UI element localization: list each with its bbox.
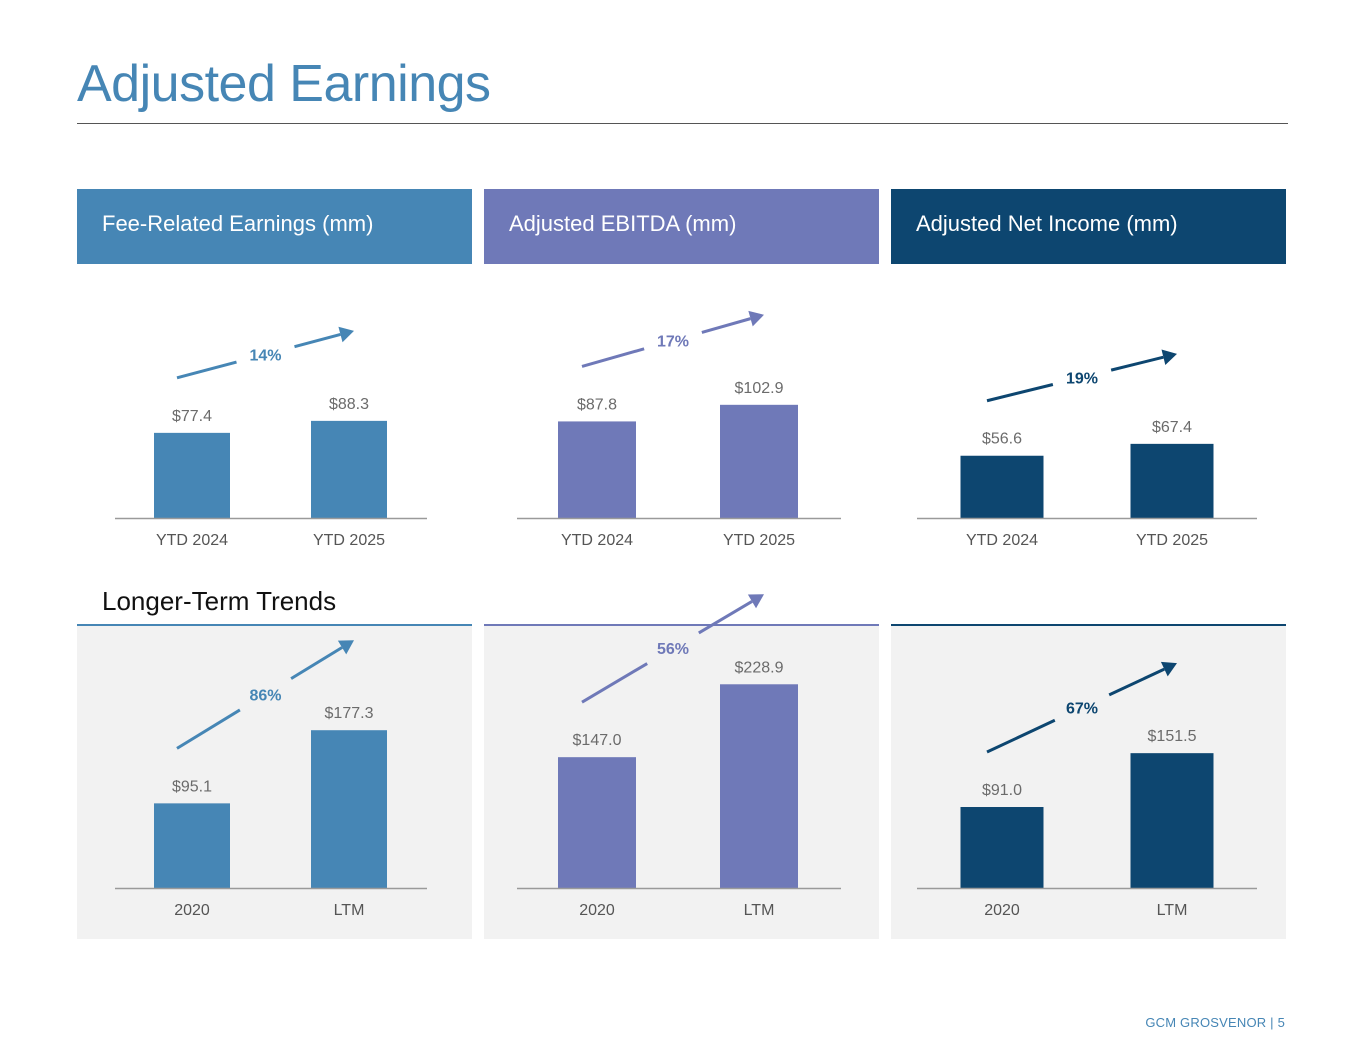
- chart-ebitda-trend: $147.0 2020 $228.9 LTM 56%: [517, 594, 841, 919]
- chart-net-income-ytd: $56.6 YTD 2024 $67.4 YTD 2025 19%: [917, 349, 1257, 549]
- chart-ebitda-trend-bar-0: [558, 757, 636, 888]
- chart-net-income-trend-growth-label: 67%: [1066, 701, 1098, 718]
- chart-net-income-ytd-growth-arrow-tail: [986, 383, 1054, 403]
- chart-fre-trend-bar-0: [154, 803, 230, 888]
- chart-ebitda-trend-category-label-1: LTM: [744, 902, 775, 919]
- chart-fre-trend-value-label-1: $177.3: [325, 705, 374, 722]
- chart-fre-ytd-growth-arrow-shaft: [294, 333, 341, 349]
- chart-ebitda-ytd-growth-arrow-shaft: [701, 317, 751, 334]
- chart-ebitda-trend-value-label-1: $228.9: [735, 659, 784, 676]
- header-adjusted-ebitda: Adjusted EBITDA (mm): [484, 189, 879, 264]
- page-title: Adjusted Earnings: [77, 55, 491, 113]
- chart-fre-ytd-bar-0: [154, 432, 230, 518]
- chart-fre-trend: $95.1 2020 $177.3 LTM 86%: [115, 640, 427, 919]
- chart-net-income-ytd-value-label-0: $56.6: [982, 431, 1022, 448]
- chart-ebitda-ytd-value-label-1: $102.9: [735, 380, 784, 397]
- chart-ebitda-ytd-value-label-0: $87.8: [577, 396, 617, 413]
- trend-rule-ebitda: [484, 624, 879, 626]
- chart-fre-ytd-bar-1: [311, 420, 387, 518]
- chart-net-income-ytd-growth-arrow-shaft: [1110, 355, 1164, 372]
- chart-fre-trend-growth-label: 86%: [249, 687, 281, 704]
- chart-net-income-trend-value-label-0: $91.0: [982, 782, 1022, 799]
- trend-rule-fee-related: [77, 624, 472, 626]
- chart-ebitda-ytd-growth-arrow-head: [748, 310, 764, 327]
- chart-net-income-ytd-bar-0: [960, 455, 1044, 518]
- chart-ebitda-ytd-category-label-1: YTD 2025: [723, 532, 795, 549]
- chart-net-income-trend-growth-arrow-head: [1160, 661, 1177, 677]
- chart-net-income-ytd-growth-arrow-head: [1161, 349, 1177, 365]
- chart-fre-ytd-value-label-1: $88.3: [329, 396, 369, 413]
- chart-ebitda-trend-value-label-0: $147.0: [573, 732, 622, 749]
- title-divider: [77, 123, 1288, 124]
- chart-fre-trend-value-label-0: $95.1: [172, 778, 212, 795]
- trend-panel-net-income: [891, 624, 1286, 939]
- chart-ebitda-trend-growth-arrow-shaft: [698, 600, 753, 635]
- chart-ebitda-trend-growth-label: 56%: [657, 641, 689, 658]
- chart-net-income-ytd-value-label-1: $67.4: [1152, 419, 1192, 436]
- chart-fre-trend-bar-1: [311, 730, 387, 888]
- chart-fre-trend-category-label-0: 2020: [174, 902, 210, 919]
- header-adjusted-net-income: Adjusted Net Income (mm): [891, 189, 1286, 264]
- chart-net-income-trend-category-label-0: 2020: [984, 902, 1020, 919]
- chart-fre-ytd-growth-arrow-tail: [176, 360, 237, 380]
- chart-fre-ytd-growth-arrow-head: [338, 326, 354, 343]
- chart-ebitda-trend-bar-1: [720, 684, 798, 888]
- chart-fre-trend-growth-arrow-head: [337, 640, 354, 655]
- chart-ebitda-ytd-bar-1: [720, 404, 798, 518]
- chart-net-income-trend: $91.0 2020 $151.5 LTM 67%: [917, 661, 1257, 919]
- chart-ebitda-trend-growth-arrow-tail: [581, 662, 648, 704]
- chart-fre-ytd-category-label-1: YTD 2025: [313, 532, 385, 549]
- chart-net-income-trend-bar-1: [1130, 753, 1214, 888]
- chart-net-income-trend-category-label-1: LTM: [1157, 902, 1188, 919]
- chart-fre-ytd-value-label-0: $77.4: [172, 408, 212, 425]
- chart-ebitda-ytd: $87.8 YTD 2024 $102.9 YTD 2025 17%: [517, 310, 841, 549]
- chart-net-income-trend-value-label-1: $151.5: [1148, 728, 1197, 745]
- chart-fre-trend-growth-arrow-shaft: [290, 646, 343, 680]
- chart-ebitda-trend-growth-arrow-head: [747, 594, 764, 609]
- trend-panel-ebitda: [484, 624, 879, 939]
- chart-ebitda-ytd-growth-label: 17%: [657, 334, 689, 351]
- chart-fre-ytd: $77.4 YTD 2024 $88.3 YTD 2025 14%: [115, 326, 427, 549]
- chart-net-income-ytd-bar-1: [1130, 443, 1214, 518]
- chart-ebitda-ytd-bar-0: [558, 421, 636, 518]
- chart-net-income-ytd-category-label-0: YTD 2024: [966, 532, 1038, 549]
- chart-ebitda-ytd-category-label-0: YTD 2024: [561, 532, 633, 549]
- header-fee-related-earnings: Fee-Related Earnings (mm): [77, 189, 472, 264]
- chart-ebitda-ytd-growth-arrow-tail: [581, 347, 645, 368]
- chart-net-income-ytd-category-label-1: YTD 2025: [1136, 532, 1208, 549]
- chart-net-income-trend-bar-0: [960, 807, 1044, 888]
- chart-ebitda-trend-category-label-0: 2020: [579, 902, 615, 919]
- chart-fre-trend-category-label-1: LTM: [334, 902, 365, 919]
- trend-panel-fee-related: [77, 624, 472, 939]
- trend-rule-net-income: [891, 624, 1286, 626]
- chart-fre-trend-growth-arrow-tail: [176, 708, 241, 750]
- section-heading: Longer-Term Trends: [102, 586, 337, 616]
- chart-net-income-trend-growth-arrow-tail: [986, 718, 1056, 754]
- chart-net-income-ytd-growth-label: 19%: [1066, 370, 1098, 387]
- chart-fre-ytd-category-label-0: YTD 2024: [156, 532, 228, 549]
- chart-net-income-trend-growth-arrow-shaft: [1108, 667, 1165, 697]
- chart-fre-ytd-growth-label: 14%: [249, 347, 281, 364]
- footer-page-label: GCM GROSVENOR | 5: [1145, 1015, 1285, 1030]
